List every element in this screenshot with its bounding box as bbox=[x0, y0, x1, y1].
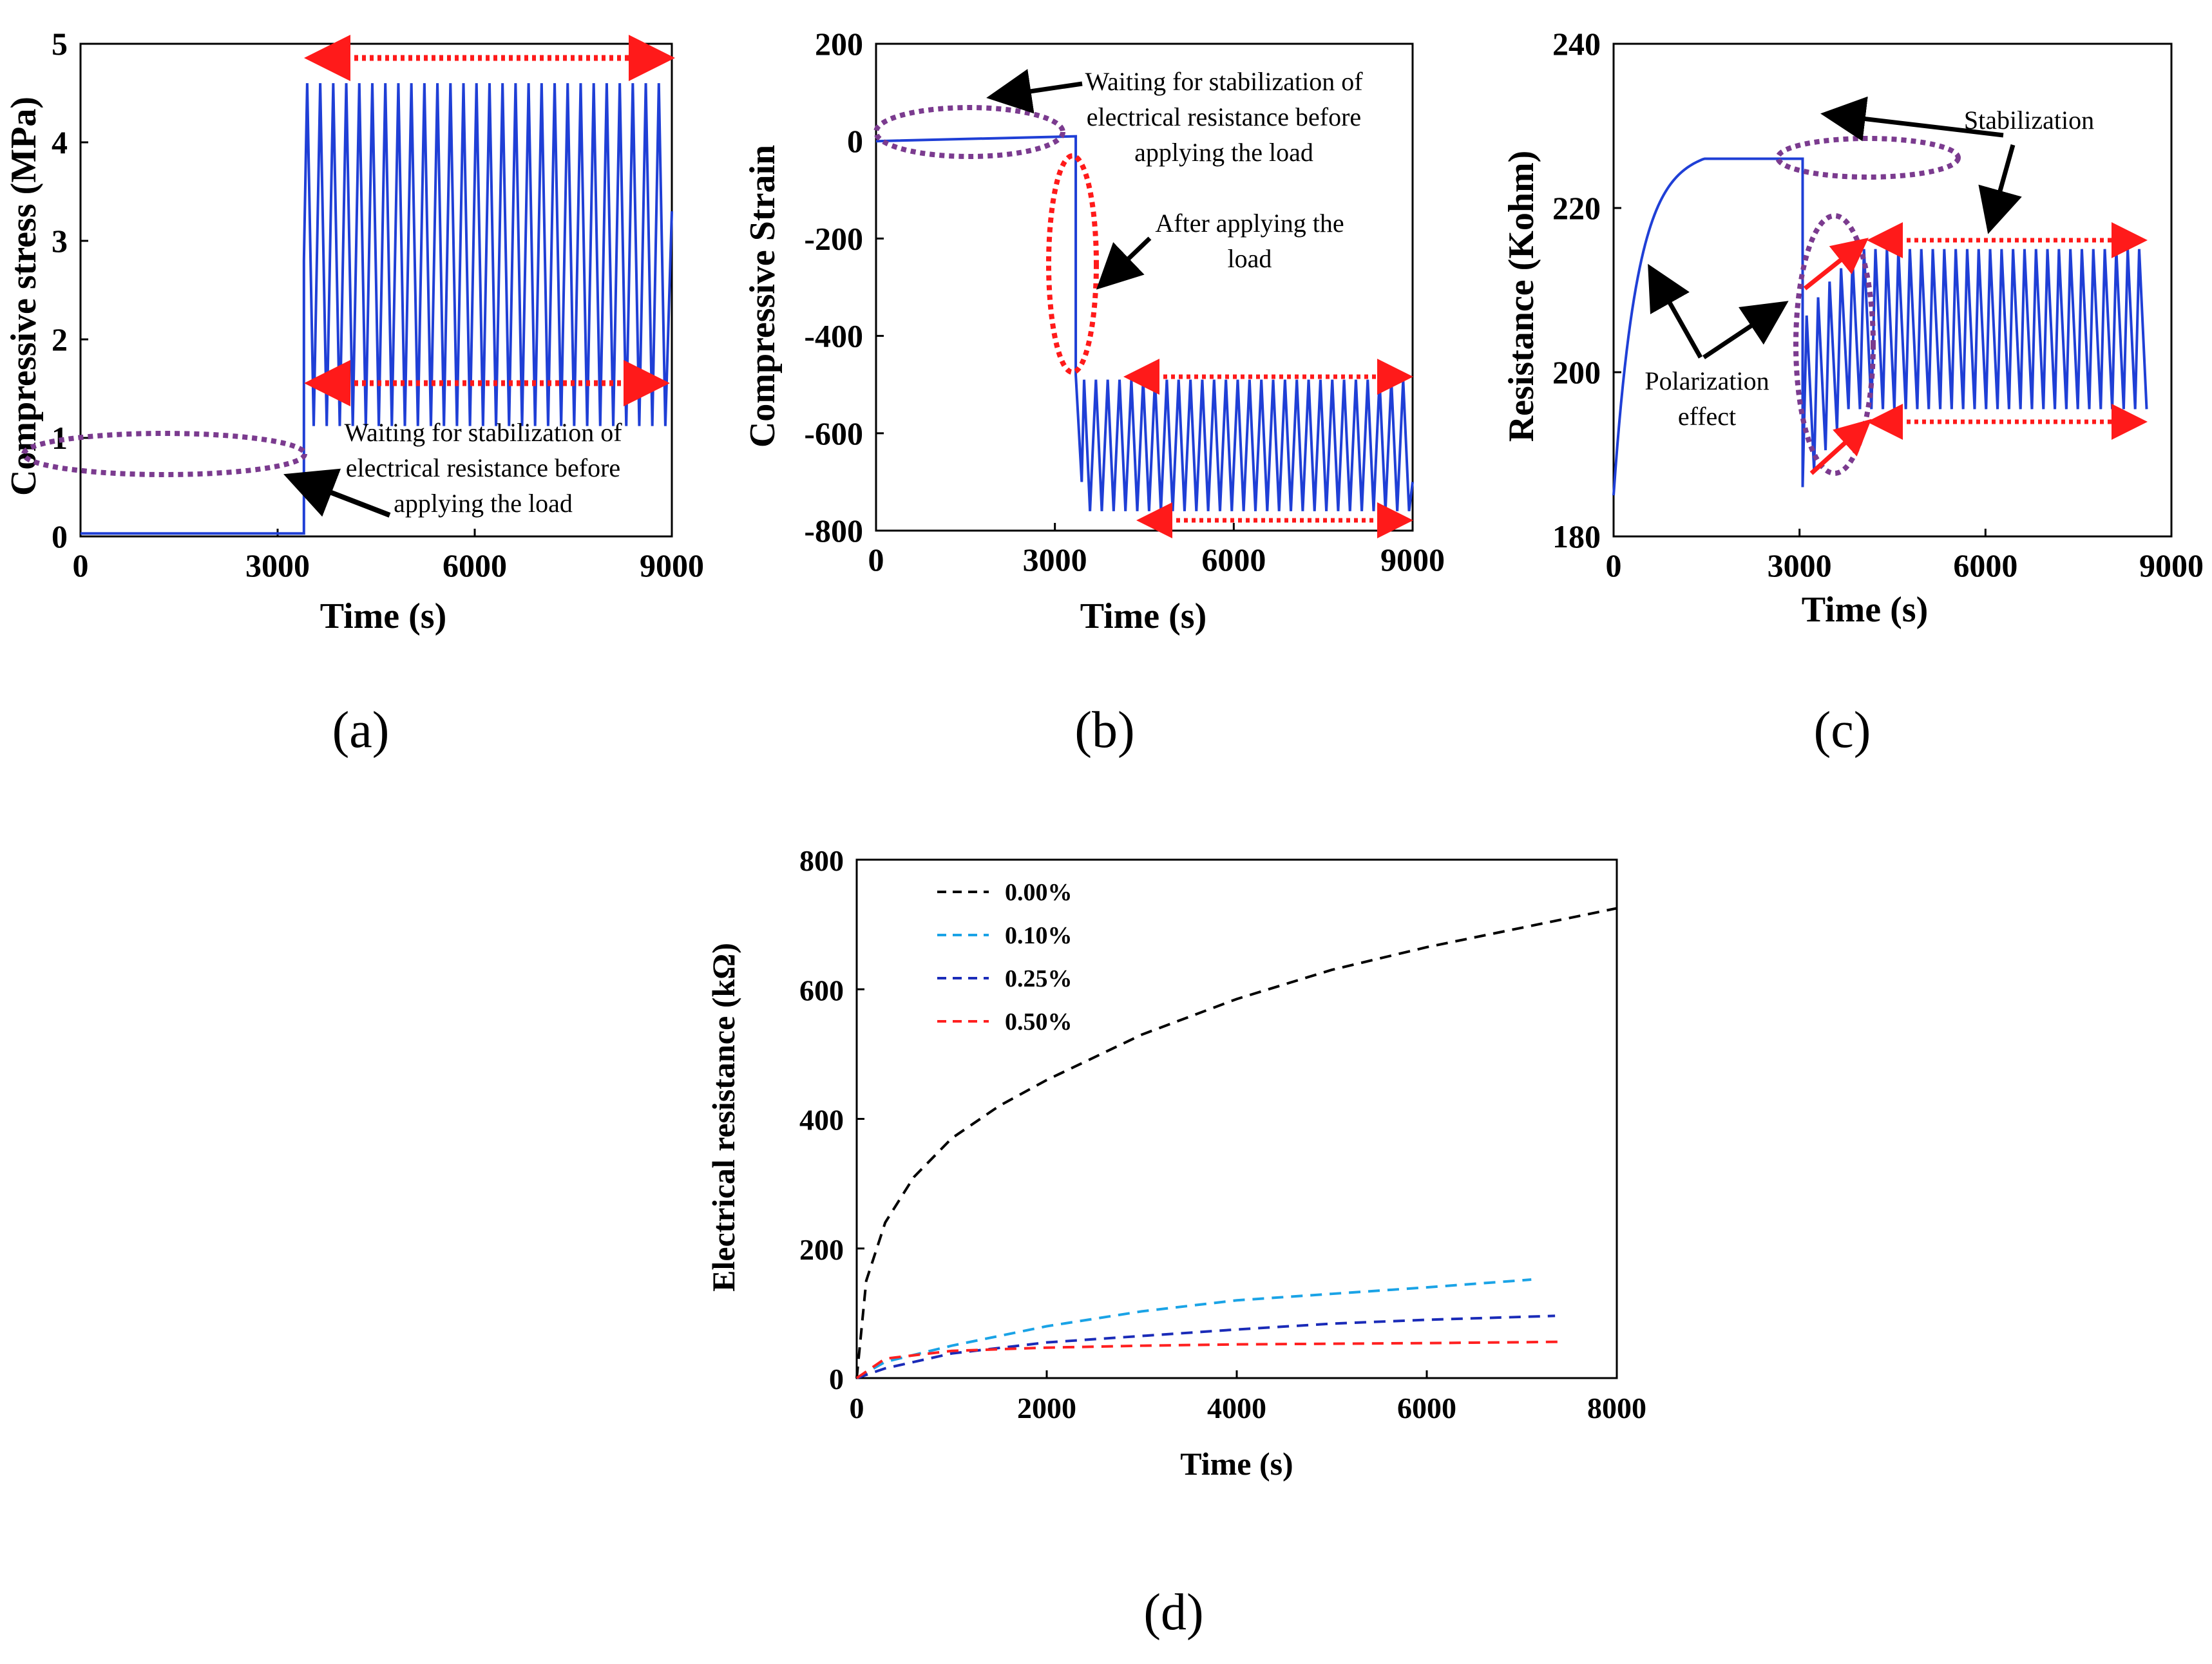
x-tick-label: 8000 bbox=[1587, 1392, 1646, 1424]
x-tick-label: 9000 bbox=[2139, 547, 2204, 583]
caption-d: (d) bbox=[1143, 1584, 1203, 1641]
series-line-resistance bbox=[1612, 157, 2148, 496]
y-axis-label-b: Compressive Strain bbox=[743, 145, 783, 448]
y-tick-label: 200 bbox=[1552, 354, 1601, 390]
y-tick-label: -800 bbox=[804, 513, 863, 549]
x-tick-label: 3000 bbox=[1768, 547, 1832, 583]
y-tick-label: 0 bbox=[829, 1363, 844, 1395]
caption-a: (a) bbox=[332, 702, 390, 759]
y-tick-label: 0 bbox=[847, 123, 863, 159]
note-a-line3: applying the load bbox=[394, 489, 573, 518]
panel-b: 0 3000 6000 9000 -800 -600 -400 -200 0 200 Time (… bbox=[743, 26, 1445, 759]
x-tick-label: 9000 bbox=[640, 547, 704, 583]
y-tick-label: 800 bbox=[799, 844, 844, 877]
y-tick-label: 220 bbox=[1552, 190, 1601, 226]
ellipse-rest-a bbox=[21, 431, 307, 477]
y-tick-label: -400 bbox=[804, 318, 863, 354]
x-tick-label: 6000 bbox=[443, 547, 507, 583]
y-tick-label: -200 bbox=[804, 220, 863, 256]
y-axis-label-c: Resistance (Kohm) bbox=[1502, 151, 1541, 442]
series-line-025 bbox=[856, 1314, 1556, 1379]
x-axis-label-c: Time (s) bbox=[1802, 590, 1929, 630]
x-tick-label: 3000 bbox=[245, 547, 310, 583]
x-tick-label: 6000 bbox=[1201, 542, 1266, 578]
note-c-stabilization: Stabilization bbox=[1964, 106, 2094, 135]
red-arrow-rise-lower-c bbox=[1809, 419, 1872, 475]
y-tick-label: 5 bbox=[52, 26, 68, 62]
y-tick-label: 0 bbox=[52, 518, 68, 554]
x-tick-label: 0 bbox=[850, 1392, 864, 1424]
arrow-c-stab-down bbox=[1978, 144, 2022, 234]
note-c-polarization: Polarization bbox=[1645, 366, 1769, 395]
y-tick-label: 200 bbox=[799, 1233, 844, 1266]
x-tick-label: 2000 bbox=[1017, 1392, 1076, 1424]
y-tick-label: 600 bbox=[799, 974, 844, 1007]
x-tick-label: 3000 bbox=[1023, 542, 1087, 578]
y-tick-label: -600 bbox=[804, 415, 863, 451]
x-axis-label-d: Time (s) bbox=[1180, 1446, 1293, 1482]
arrow-a bbox=[283, 468, 391, 518]
note-a-line2: electrical resistance before bbox=[346, 453, 620, 482]
note-b-line2: electrical resistance before bbox=[1087, 102, 1361, 131]
y-tick-label: 240 bbox=[1552, 26, 1601, 62]
series-line-000 bbox=[855, 907, 1617, 1379]
caption-c: (c) bbox=[1814, 702, 1871, 759]
x-axis-label-a: Time (s) bbox=[320, 596, 447, 636]
arrow-c-stab-left bbox=[1820, 96, 2004, 142]
legend-label: 0.10% bbox=[1005, 922, 1073, 949]
series-line-050 bbox=[855, 1340, 1565, 1379]
legend-label: 0.00% bbox=[1005, 879, 1073, 906]
x-tick-label: 6000 bbox=[1397, 1392, 1456, 1424]
y-axis-label-d: Electrical resistance (kΩ) bbox=[705, 943, 741, 1292]
x-tick-label: 0 bbox=[73, 547, 89, 583]
y-tick-label: 2 bbox=[52, 321, 68, 357]
y-axis-label-a: Compressive stress (MPa) bbox=[4, 97, 44, 496]
note-b-line3: applying the load bbox=[1134, 138, 1313, 167]
arrow-b-load bbox=[1096, 236, 1152, 290]
red-arrow-rise-upper-c bbox=[1803, 238, 1869, 290]
note-a-line1: Waiting for stabilization of bbox=[344, 418, 622, 447]
legend-label: 0.50% bbox=[1005, 1008, 1073, 1035]
y-tick-label: 3 bbox=[52, 223, 68, 259]
arrow-b-rest bbox=[986, 69, 1083, 114]
x-tick-label: 0 bbox=[1606, 547, 1622, 583]
x-tick-label: 4000 bbox=[1207, 1392, 1266, 1424]
y-tick-label: 4 bbox=[52, 124, 68, 160]
note-b-line4: After applying the bbox=[1155, 209, 1344, 238]
legend-d: 0.00% 0.10% 0.25% 0.50% bbox=[937, 879, 1073, 1035]
y-tick-label: 400 bbox=[799, 1104, 844, 1137]
note-b-line5: load bbox=[1228, 244, 1272, 273]
series-line-strain bbox=[875, 135, 1414, 512]
x-axis-label-b: Time (s) bbox=[1080, 596, 1207, 636]
series-line-010 bbox=[856, 1278, 1532, 1379]
x-tick-label: 9000 bbox=[1380, 542, 1445, 578]
ellipse-polarization-c bbox=[1793, 213, 1876, 476]
ellipse-stabilization-c bbox=[1775, 136, 1961, 180]
arrow-c-polar-left bbox=[1648, 263, 1703, 359]
y-tick-label: 180 bbox=[1552, 518, 1601, 554]
legend-label: 0.25% bbox=[1005, 965, 1073, 992]
x-tick-label: 0 bbox=[868, 542, 884, 578]
arrow-c-polar-right bbox=[1702, 301, 1789, 359]
ellipse-drop-b bbox=[1046, 153, 1099, 375]
panel-c: 0 3000 6000 9000 180 200 220 240 Time (s) Resis… bbox=[1502, 26, 2204, 759]
plot-frame-c bbox=[1612, 43, 2173, 538]
note-c-effect: effect bbox=[1678, 402, 1736, 431]
caption-b: (b) bbox=[1074, 702, 1134, 759]
x-tick-label: 6000 bbox=[1953, 547, 2017, 583]
y-tick-label: 200 bbox=[815, 26, 863, 62]
note-b-line1: Waiting for stabilization of bbox=[1085, 67, 1363, 96]
ellipse-rest-b bbox=[873, 105, 1065, 159]
